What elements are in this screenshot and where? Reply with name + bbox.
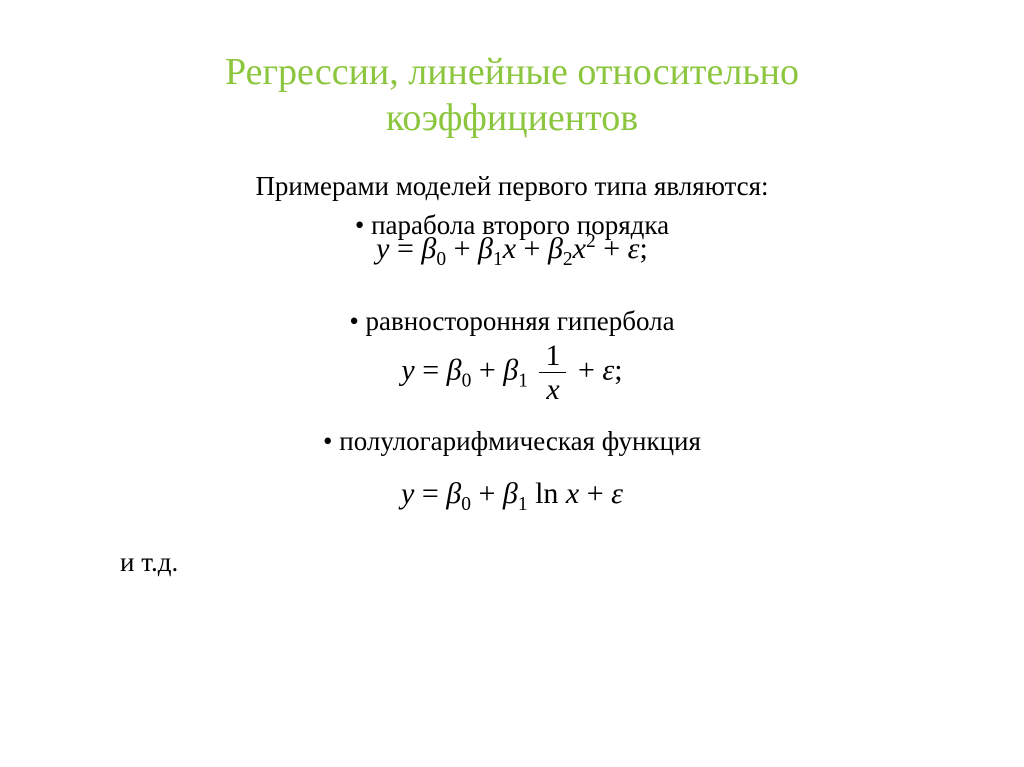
beta-2: β xyxy=(548,232,563,265)
var-x-1: x xyxy=(503,232,516,265)
spacer-2 xyxy=(90,459,934,474)
title-line-2: коэффициентов xyxy=(386,97,638,139)
plus-1-l: + xyxy=(471,477,503,510)
eq-sign: = xyxy=(389,232,421,265)
semi-1: ; xyxy=(640,232,648,265)
title-line-1: Регрессии, линейные относительно xyxy=(225,51,799,93)
beta-0: β xyxy=(421,232,436,265)
sub-0-h: 0 xyxy=(462,370,472,391)
beta-0-l: β xyxy=(446,477,461,510)
plus-2-h: + xyxy=(570,353,602,386)
plus-2: + xyxy=(516,232,548,265)
beta-0-h: β xyxy=(447,353,462,386)
beta-1-h: β xyxy=(503,353,518,386)
var-x-l: x xyxy=(566,477,579,510)
var-x-2: x xyxy=(573,232,586,265)
bullet-semilog: • полулогарифмическая функция xyxy=(90,426,934,457)
denominator: x xyxy=(546,373,559,406)
numerator: 1 xyxy=(539,339,566,373)
plus-3: + xyxy=(596,232,628,265)
eps-h: ε xyxy=(602,353,614,386)
intro-text: Примерами моделей первого типа являются: xyxy=(90,171,934,202)
var-y: y xyxy=(376,232,389,265)
eps-1: ε xyxy=(628,232,640,265)
fraction: 1x xyxy=(539,339,566,406)
sub-0-l: 0 xyxy=(461,494,471,515)
sub-1-l: 1 xyxy=(518,494,528,515)
bullet-hyperbola: • равносторонняя гипербола xyxy=(90,306,934,337)
et-cetera: и т.д. xyxy=(90,547,934,578)
plus-1: + xyxy=(446,232,478,265)
beta-1: β xyxy=(478,232,493,265)
semi-h: ; xyxy=(614,353,622,386)
ln: ln xyxy=(535,477,558,510)
eps-l: ε xyxy=(611,477,623,510)
eq-sign-h: = xyxy=(415,353,447,386)
sub-2: 2 xyxy=(563,249,573,270)
plus-2-l: + xyxy=(579,477,611,510)
spacer xyxy=(90,273,934,298)
sub-0: 0 xyxy=(436,249,446,270)
slide-title: Регрессии, линейные относительно коэффиц… xyxy=(90,50,934,141)
formula-parabola: y = β0 + β1x + β2x2 + ε; xyxy=(90,229,934,272)
sup-2: 2 xyxy=(586,231,596,252)
formula-semilog: y = β0 + β1 ln x + ε xyxy=(90,474,934,517)
beta-1-l: β xyxy=(503,477,518,510)
var-y-h: y xyxy=(401,353,414,386)
plus-1-h: + xyxy=(471,353,503,386)
var-y-l: y xyxy=(401,477,414,510)
sub-1: 1 xyxy=(493,249,503,270)
eq-sign-l: = xyxy=(414,477,446,510)
sub-1-h: 1 xyxy=(518,370,528,391)
slide: Регрессии, линейные относительно коэффиц… xyxy=(0,0,1024,767)
formula-hyperbola: y = β0 + β1 1x + ε; xyxy=(90,339,934,406)
